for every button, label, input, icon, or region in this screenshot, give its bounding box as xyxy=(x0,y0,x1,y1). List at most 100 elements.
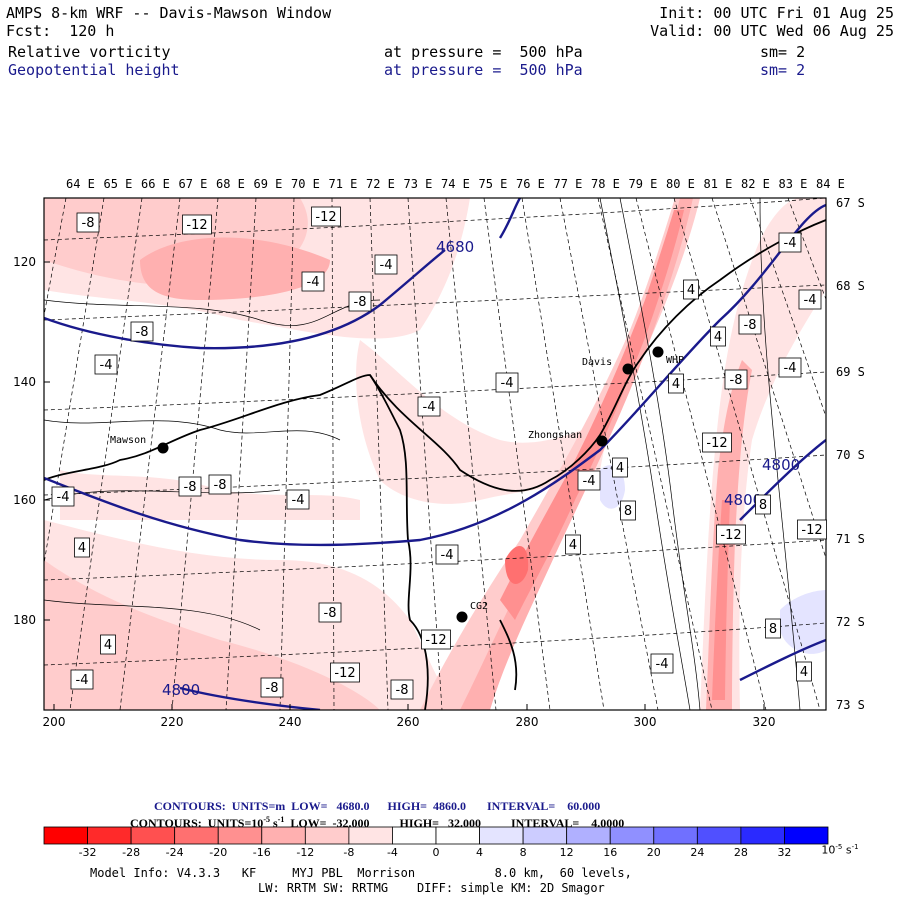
lon-labels: 64 E 65 E 66 E 67 E 68 E 69 E 70 E 71 E 72 E 73 E… xyxy=(66,177,845,191)
colorbar-swatch xyxy=(653,826,698,845)
vort-label: 8 xyxy=(759,498,767,513)
vort-label: 4 xyxy=(800,665,808,680)
vort-label: -12 xyxy=(186,218,207,233)
vort-label-box xyxy=(311,206,341,227)
vort-label: -8 xyxy=(744,318,757,333)
vort-label-box xyxy=(94,354,118,375)
height-label: 4800 xyxy=(762,456,800,474)
x-tick-label: 280 xyxy=(516,715,539,729)
station-name: Davis xyxy=(582,357,612,368)
colorbar-label: -16 xyxy=(252,846,271,859)
lon-label: 84 E xyxy=(816,177,845,191)
map-frame xyxy=(43,197,827,711)
lon-label: 64 E xyxy=(66,177,95,191)
lat-label: 73 S xyxy=(836,698,865,712)
vort-label-box xyxy=(417,396,441,417)
colorbar-unit-exp: -5 xyxy=(835,843,843,851)
vort-label-box xyxy=(778,357,802,378)
field1-level: at pressure = 500 hPa xyxy=(384,43,583,61)
vort-label-box xyxy=(130,321,154,342)
vort-label: -4 xyxy=(656,657,669,672)
vort-label-box xyxy=(495,372,519,393)
lon-label: 65 E xyxy=(104,177,133,191)
x-tick-label: 300 xyxy=(634,715,657,729)
vort-label: -4 xyxy=(784,236,797,251)
vort-label: -8 xyxy=(324,606,337,621)
y-tick-label: 140 xyxy=(13,375,36,389)
colorbar-swatch xyxy=(740,826,785,845)
height-label: 4680 xyxy=(436,238,474,256)
vort-label-box xyxy=(286,489,310,510)
vort-label-box xyxy=(716,524,746,545)
vort-label-box xyxy=(577,470,601,491)
vort-label: -12 xyxy=(315,210,336,225)
x-tick-label: 220 xyxy=(161,715,184,729)
lat-label: 72 S xyxy=(836,615,865,629)
vort-label-box xyxy=(348,291,372,312)
colorbar-swatch xyxy=(696,826,742,845)
colorbar-label: 28 xyxy=(733,846,748,859)
vort-label-box xyxy=(100,634,116,655)
vort-label-box xyxy=(565,534,581,555)
colorbar-label: 12 xyxy=(559,846,574,859)
vort-label-box xyxy=(650,653,674,674)
legend-line2-prefix: CONTOURS: UNITS=10 xyxy=(130,816,264,830)
colorbar-label: 24 xyxy=(690,846,705,859)
station-name: Mawson xyxy=(110,435,146,446)
x-tick-label: 260 xyxy=(397,715,420,729)
vort-label: 4 xyxy=(104,638,112,653)
vort-label-box xyxy=(374,254,398,275)
lon-label: 74 E xyxy=(441,177,470,191)
lon-label: 68 E xyxy=(216,177,245,191)
vort-label: -12 xyxy=(720,528,741,543)
colorbar-label: 0 xyxy=(432,846,440,859)
vort-label: 4 xyxy=(672,377,680,392)
vort-label: -4 xyxy=(501,376,514,391)
lon-label: 81 E xyxy=(704,177,733,191)
vort-label: -8 xyxy=(136,325,149,340)
station-name: WHP xyxy=(666,355,684,366)
station-name: CG2 xyxy=(470,601,488,612)
vort-label: -4 xyxy=(423,400,436,415)
station-marker xyxy=(157,442,169,454)
vort-label-box xyxy=(797,519,827,540)
vort-label-box xyxy=(421,629,451,650)
station-marker xyxy=(596,435,608,447)
legend-height-contours: CONTOURS: UNITS=m LOW= 4680.0 HIGH= 4860… xyxy=(154,799,601,813)
vort-label: -4 xyxy=(804,293,817,308)
vort-label: -4 xyxy=(292,493,305,508)
vort-label-box xyxy=(182,214,212,235)
lon-label: 66 E xyxy=(141,177,170,191)
valid-time: Valid: 00 UTC Wed 06 Aug 25 xyxy=(650,22,894,40)
colorbar-swatch xyxy=(784,826,829,845)
y-tick-label: 180 xyxy=(13,613,36,627)
height-contours xyxy=(44,198,826,710)
x-tick-label: 240 xyxy=(279,715,302,729)
lon-label: 71 E xyxy=(329,177,358,191)
vort-label: -4 xyxy=(57,490,70,505)
x-tick-labels: 200 220 240 260 280 300 320 xyxy=(43,704,775,729)
vort-label: -8 xyxy=(266,681,279,696)
vort-label-box xyxy=(796,661,812,682)
y-tick-label: 160 xyxy=(13,493,36,507)
vort-label-box xyxy=(70,669,94,690)
lon-label: 83 E xyxy=(779,177,808,191)
station-name: Zhongshan xyxy=(528,430,582,441)
legend-line2-exp: -5 xyxy=(263,815,270,824)
lon-label: 80 E xyxy=(666,177,695,191)
colorbar-label: 32 xyxy=(777,846,792,859)
legend-line2-exp2: -1 xyxy=(277,815,285,824)
vort-label-box xyxy=(76,212,100,233)
vort-label: 4 xyxy=(714,330,722,345)
field2-name: Geopotential height xyxy=(8,61,180,79)
vort-label: -8 xyxy=(354,295,367,310)
height-label: 4800 xyxy=(162,681,200,699)
vort-label: 8 xyxy=(624,504,632,519)
colorbar xyxy=(43,826,829,845)
vort-label-box xyxy=(51,486,75,507)
vort-label: -12 xyxy=(706,436,727,451)
lat-label: 68 S xyxy=(836,279,865,293)
vort-label-box xyxy=(668,373,684,394)
physics-info: LW: RRTM SW: RRTMG DIFF: simple KM: 2D S… xyxy=(258,881,605,895)
